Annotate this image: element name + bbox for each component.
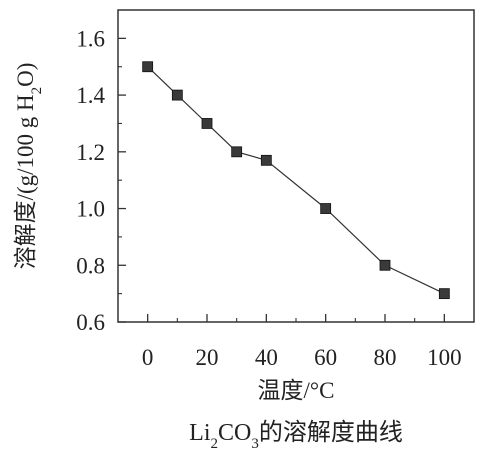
x-axis-title: 温度/°C	[258, 378, 335, 403]
series-line	[147, 66, 445, 295]
data-point	[142, 61, 154, 73]
ticks-layer	[118, 37, 445, 323]
caption-suffix: 的溶解度曲线	[259, 419, 403, 446]
y-tick-label: 1.2	[76, 140, 105, 165]
y-tick-label: 1.4	[76, 83, 105, 108]
caption-subscript-1: 2	[210, 436, 218, 452]
chart-caption: Li2CO3的溶解度曲线	[189, 419, 403, 452]
data-point	[379, 259, 391, 271]
x-tick-label: 80	[374, 345, 397, 370]
x-tick-label: 100	[427, 345, 462, 370]
caption-middle: CO	[218, 420, 251, 446]
y-tick-label: 1.0	[76, 197, 105, 222]
caption-prefix: Li	[189, 420, 211, 446]
series-layer	[142, 61, 450, 300]
caption-subscript-2: 3	[251, 436, 259, 452]
data-point	[231, 146, 243, 158]
plot-frame	[117, 9, 475, 323]
y-axis-title-main: 溶解度/(g/100 g H	[13, 94, 38, 269]
y-tick-label: 1.6	[76, 26, 105, 51]
data-point	[171, 89, 183, 101]
data-point	[438, 288, 450, 300]
y-tick-label: 0.8	[76, 253, 105, 278]
data-point	[201, 118, 213, 129]
y-axis-title: 溶解度/(g/100 g H2O)	[13, 63, 45, 270]
data-point	[320, 203, 332, 214]
y-axis-title-end: O)	[13, 63, 38, 87]
tick-labels-layer: 0 20 40 60 80 100 0.6 0.8 1.0 1.2 1.4 1.6	[76, 26, 461, 370]
x-tick-label: 0	[142, 345, 154, 370]
data-point	[260, 154, 272, 166]
y-tick-label: 0.6	[76, 310, 105, 335]
x-tick-label: 20	[196, 345, 219, 370]
x-tick-label: 40	[255, 345, 278, 370]
x-tick-label: 60	[314, 345, 337, 370]
y-axis-title-subscript: 2	[29, 87, 45, 95]
